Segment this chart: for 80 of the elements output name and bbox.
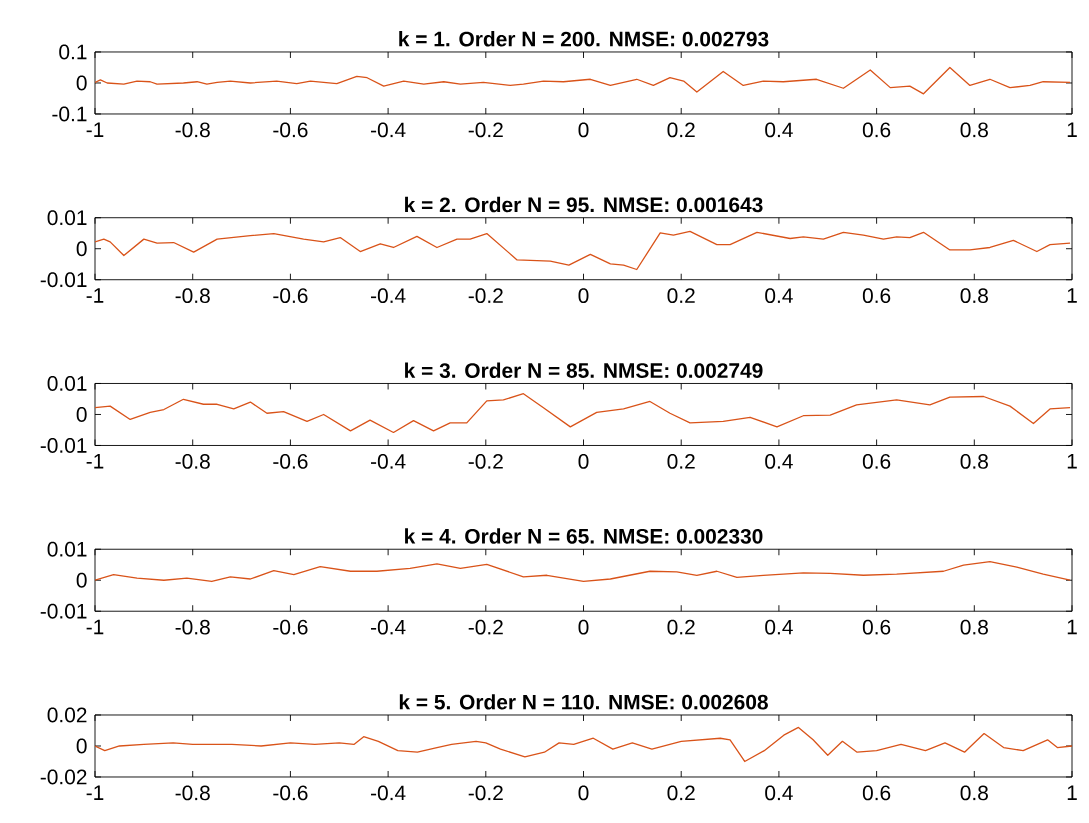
- x-tick-label: 0: [578, 122, 589, 138]
- x-tick-label: 1: [1067, 288, 1077, 303]
- line-series: [95, 726, 1073, 763]
- x-tick-label: -0.8: [175, 619, 210, 635]
- x-tick-label: -0.6: [273, 288, 308, 304]
- y-tick-label: 0: [76, 241, 87, 257]
- x-tick-label: -0.2: [468, 454, 503, 469]
- y-tick-label: 0: [76, 75, 87, 91]
- x-tick-label: -1: [86, 785, 104, 800]
- chart-title: k = 2. Order N = 95. NMSE: 0.001643: [405, 196, 763, 213]
- line-series: [95, 66, 1071, 95]
- line-series: [95, 393, 1071, 434]
- x-tick-label: 0.4: [765, 454, 793, 469]
- x-tick-label: 0: [578, 619, 589, 635]
- line-series: [95, 560, 1071, 583]
- chart-title: k = 5. Order N = 110. NMSE: 0.002608: [399, 694, 768, 710]
- x-tick-label: -1: [86, 122, 104, 137]
- x-tick-label: 0.6: [862, 619, 891, 635]
- x-tick-label: -1: [86, 288, 104, 303]
- y-tick-label: 0.01: [47, 541, 87, 557]
- x-tick-label: 0.8: [960, 619, 988, 635]
- line-series: [95, 230, 1071, 271]
- y-tick-label: 0.01: [47, 376, 87, 391]
- x-tick-label: -1: [86, 619, 104, 635]
- y-tick-label: 0: [76, 407, 87, 422]
- y-tick-label: -0.01: [40, 603, 87, 619]
- x-tick-label: 1: [1067, 619, 1077, 635]
- chart-title: k = 1. Order N = 200. NMSE: 0.002793: [399, 31, 769, 47]
- x-tick-label: -0.8: [175, 785, 210, 801]
- x-tick-label: -0.4: [371, 454, 406, 469]
- x-tick-label: -0.4: [371, 785, 406, 801]
- x-tick-label: 0.8: [960, 454, 988, 469]
- chart-title: k = 4. Order N = 65. NMSE: 0.002330: [405, 528, 763, 544]
- y-tick-label: 0: [76, 572, 87, 588]
- x-tick-label: -0.8: [175, 122, 210, 138]
- y-tick-label: -0.02: [40, 769, 87, 785]
- x-tick-label: -0.8: [175, 288, 210, 304]
- x-tick-label: -0.4: [371, 288, 406, 304]
- x-tick-label: 0.2: [667, 288, 695, 304]
- x-tick-label: 0.6: [862, 288, 891, 304]
- x-tick-label: -0.8: [175, 454, 210, 469]
- x-tick-label: 0.4: [765, 122, 793, 138]
- x-tick-label: -0.4: [371, 122, 406, 138]
- x-tick-label: 0.4: [765, 619, 793, 635]
- x-tick-label: 0.6: [862, 454, 891, 469]
- x-tick-label: 0.6: [862, 785, 891, 801]
- x-tick-label: 0.2: [667, 619, 695, 635]
- x-tick-label: 0.2: [667, 454, 695, 469]
- x-tick-label: -0.2: [468, 619, 503, 635]
- y-tick-label: -0.01: [40, 272, 87, 288]
- x-tick-label: 0.2: [667, 785, 695, 801]
- x-tick-label: -0.4: [371, 619, 406, 635]
- x-tick-label: 0: [578, 288, 589, 304]
- y-tick-label: 0: [76, 738, 87, 754]
- x-tick-label: 0.2: [667, 122, 695, 138]
- y-tick-label: 0.02: [47, 707, 87, 723]
- x-tick-label: -0.6: [273, 619, 308, 635]
- x-tick-label: -0.6: [273, 122, 308, 138]
- y-tick-label: 0.1: [59, 44, 87, 60]
- x-tick-label: -0.2: [468, 122, 503, 138]
- x-tick-label: -0.2: [468, 288, 503, 304]
- y-tick-label: -0.01: [40, 438, 87, 453]
- x-tick-label: 0: [578, 454, 589, 469]
- x-tick-label: -0.6: [273, 785, 308, 801]
- x-tick-label: 1: [1067, 785, 1077, 800]
- chart-title: k = 3. Order N = 85. NMSE: 0.002749: [405, 362, 763, 378]
- x-tick-label: 0.8: [960, 122, 988, 138]
- x-tick-label: 0.8: [960, 785, 988, 801]
- y-tick-label: 0.01: [47, 210, 87, 226]
- x-tick-label: 0.6: [862, 122, 891, 138]
- x-tick-label: 1: [1067, 122, 1077, 137]
- x-tick-label: 0.4: [765, 288, 793, 304]
- x-tick-label: -1: [86, 454, 104, 469]
- y-tick-label: -0.1: [52, 106, 87, 122]
- x-tick-label: 0.8: [960, 288, 988, 304]
- x-tick-label: 0.4: [765, 785, 793, 801]
- x-tick-label: 1: [1067, 454, 1077, 469]
- x-tick-label: -0.2: [468, 785, 503, 801]
- x-tick-label: -0.6: [273, 454, 308, 469]
- x-tick-label: 0: [578, 785, 589, 801]
